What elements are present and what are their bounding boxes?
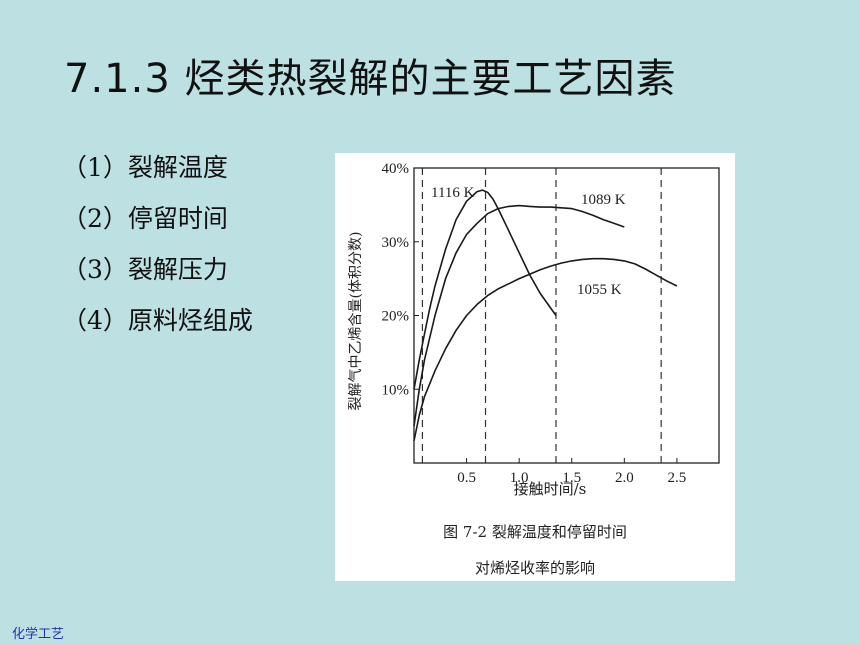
x-axis-label: 接触时间/s — [514, 480, 587, 498]
ethylene-yield-chart: 0.5 1.0 1.5 2.0 2.5 10% 20% 30% 40% 1116 K 1089… — [348, 161, 720, 577]
bullet-item: （3）裂解压力 — [62, 255, 228, 284]
x-tick-label: 1.5 — [562, 470, 581, 486]
y-tick-label: 10% — [382, 382, 410, 398]
series-line-3 — [413, 257, 678, 442]
x-tick-label: 0.5 — [457, 470, 476, 486]
figure-caption-line-1: 图 7-2 裂解温度和停留时间 — [443, 523, 627, 541]
slide-title: 7.1.3 烃类热裂解的主要工艺因素 — [64, 56, 677, 102]
y-tick-label: 30% — [382, 235, 410, 251]
x-tick-label: 2.0 — [615, 470, 634, 486]
bullet-item: （4）原料烃组成 — [62, 306, 253, 335]
bullet-list: （1）裂解温度 （2）停留时间 （3）裂解压力 （4）原料烃组成 — [62, 148, 253, 352]
y-axis-label: 裂解气中乙烯含量(体积分数) — [348, 232, 364, 411]
figure-caption-line-2: 对烯烃收率的影响 — [475, 559, 595, 577]
bullet-item: （2）停留时间 — [62, 204, 228, 233]
y-tick-label: 40% — [382, 161, 410, 177]
series-label: 1089 K — [581, 192, 626, 208]
footer-course-label: 化学工艺 — [12, 627, 65, 642]
series-label: 1116 K — [431, 185, 475, 201]
x-tick-label: 1.0 — [510, 470, 529, 486]
y-tick-label: 20% — [382, 309, 410, 325]
figure-panel: 0.5 1.0 1.5 2.0 2.5 10% 20% 30% 40% 1116 K 1089… — [335, 153, 735, 581]
x-tick-label: 2.5 — [668, 470, 687, 486]
series-label: 1055 K — [577, 282, 622, 298]
series-line-2 — [413, 204, 625, 427]
bullet-item: （1）裂解温度 — [62, 153, 228, 182]
